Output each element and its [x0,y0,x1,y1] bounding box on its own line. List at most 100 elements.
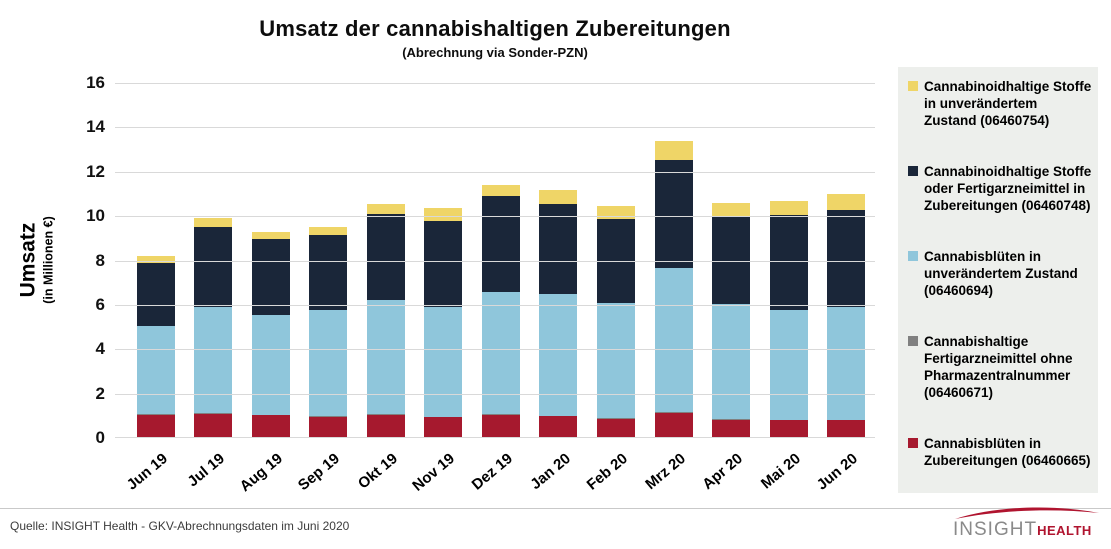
legend-item-4: Cannabisblüten in Zubereitungen (0646066… [908,435,1092,469]
bar-segment [827,193,866,211]
bar-segment [309,415,348,417]
y-tick-label-2: 2 [95,383,105,403]
bar-segment [366,213,405,301]
bar-segment [597,419,636,438]
gridline-6 [115,304,875,306]
x-tick-label-okt-19: Okt 19 [354,450,401,493]
bar-segment [251,415,290,438]
stacked-bar-jun-20 [827,193,866,438]
bar-segment [251,231,290,240]
bar-segment [597,206,636,220]
bar-segment [366,414,405,415]
gridline-4 [115,349,875,351]
legend-label: Cannabisblüten in Zubereitungen (0646066… [924,435,1091,468]
bar-segment [539,415,578,417]
x-tick-label-jul-19: Jul 19 [184,450,229,491]
bar-slot-jan-20 [530,83,588,438]
bar-slot-mai-20 [760,83,818,438]
bar-segment [194,218,233,228]
legend-label: Cannabishaltige Fertigarzneimittel ohne … [924,333,1073,401]
bar-segment [827,420,866,438]
x-tick-label-jun-19: Jun 19 [123,450,171,494]
logo-text: INSIGHT HEALTH [953,519,1101,541]
legend-item-2: Cannabisblüten in unverändertem Zustand … [908,248,1092,299]
y-tick-label-8: 8 [95,250,105,270]
bar-segment [769,200,808,216]
chart-subtitle: (Abrechnung via Sonder-PZN) [402,45,588,60]
bars-container [127,83,875,438]
bar-segment [539,416,578,438]
bar-slot-jul-19 [185,83,243,438]
bar-segment [712,216,751,304]
stacked-bar-mai-20 [769,200,808,438]
chart-header: Umsatz der cannabishaltigen Zubereitunge… [115,16,875,60]
bar-slot-nov-19 [415,83,473,438]
bar-segment [481,414,520,438]
bar-slot-sep-19 [300,83,358,438]
y-tick-label-12: 12 [86,161,105,181]
x-tick-label-mrz-20: Mrz 20 [641,450,689,494]
x-tick-label-apr-20: Apr 20 [699,450,747,494]
bar-segment [481,196,520,292]
x-tick-label-nov-19: Nov 19 [409,450,459,495]
x-tick-label-sep-19: Sep 19 [295,450,344,495]
x-tick-label-jan-20: Jan 20 [526,450,574,494]
bar-segment [136,325,175,415]
gridline-2 [115,393,875,395]
bar-segment [251,314,290,415]
x-tick-label-feb-20: Feb 20 [583,450,631,494]
stacked-bar-mrz-20 [654,140,693,438]
bar-segment [712,202,751,217]
gridline-0 [115,437,875,438]
stacked-bar-feb-20 [597,206,636,438]
y-tick-label-16: 16 [86,73,105,92]
stacked-bar-aug-19 [251,231,290,438]
stacked-bar-okt-19 [366,203,405,438]
x-tick-label-dez-19: Dez 19 [468,450,516,494]
bar-slot-apr-20 [702,83,760,438]
bar-segment [539,203,578,294]
source-text: Quelle: INSIGHT Health - GKV-Abrechnungs… [10,519,350,533]
stacked-bar-jul-19 [194,218,233,438]
bar-segment [194,227,233,308]
stacked-bar-jun-19 [136,256,175,438]
bar-segment [309,416,348,438]
bar-segment [424,307,463,417]
legend-swatch-icon [908,335,918,346]
legend-item-1: Cannabinoidhaltige Stoffe oder Fertigarz… [908,163,1092,214]
gridline-12 [115,171,875,173]
bar-segment [251,239,290,315]
bar-segment [194,414,233,438]
bar-segment [827,210,866,308]
gridline-10 [115,216,875,218]
y-tick-label-4: 4 [95,339,105,359]
y-tick-label-14: 14 [86,117,105,137]
bar-segment [654,140,693,160]
bar-segment [309,234,348,311]
logo-text-health: HEALTH [1037,523,1092,538]
legend-label: Cannabinoidhaltige Stoffe oder Fertigarz… [924,163,1092,214]
stacked-bar-dez-19 [481,185,520,438]
legend-swatch-icon [908,81,918,91]
bar-segment [481,414,520,415]
stacked-bar-sep-19 [309,227,348,438]
x-tick-label-mai-20: Mai 20 [757,450,804,493]
bar-segment [309,310,348,416]
bar-segment [136,256,175,263]
legend-item-3: Cannabishaltige Fertigarzneimittel ohne … [908,333,1092,402]
bar-segment [194,413,233,415]
insight-health-logo: INSIGHT HEALTH [953,505,1101,541]
y-axis-title: Umsatz (in Millionen €) [17,100,56,420]
y-tick-label-0: 0 [95,428,105,447]
legend-box: Cannabinoidhaltige Stoffe in unverändert… [898,67,1098,493]
bar-segment [654,268,693,413]
bar-segment [366,300,405,415]
legend-swatch-icon [908,437,918,448]
bar-segment [769,420,808,438]
y-axis-title-main: Umsatz [16,222,40,298]
gridline-14 [115,127,875,129]
bar-segment [539,293,578,416]
gridline-8 [115,260,875,262]
gridline-16 [115,83,875,84]
bar-segment [769,419,808,421]
